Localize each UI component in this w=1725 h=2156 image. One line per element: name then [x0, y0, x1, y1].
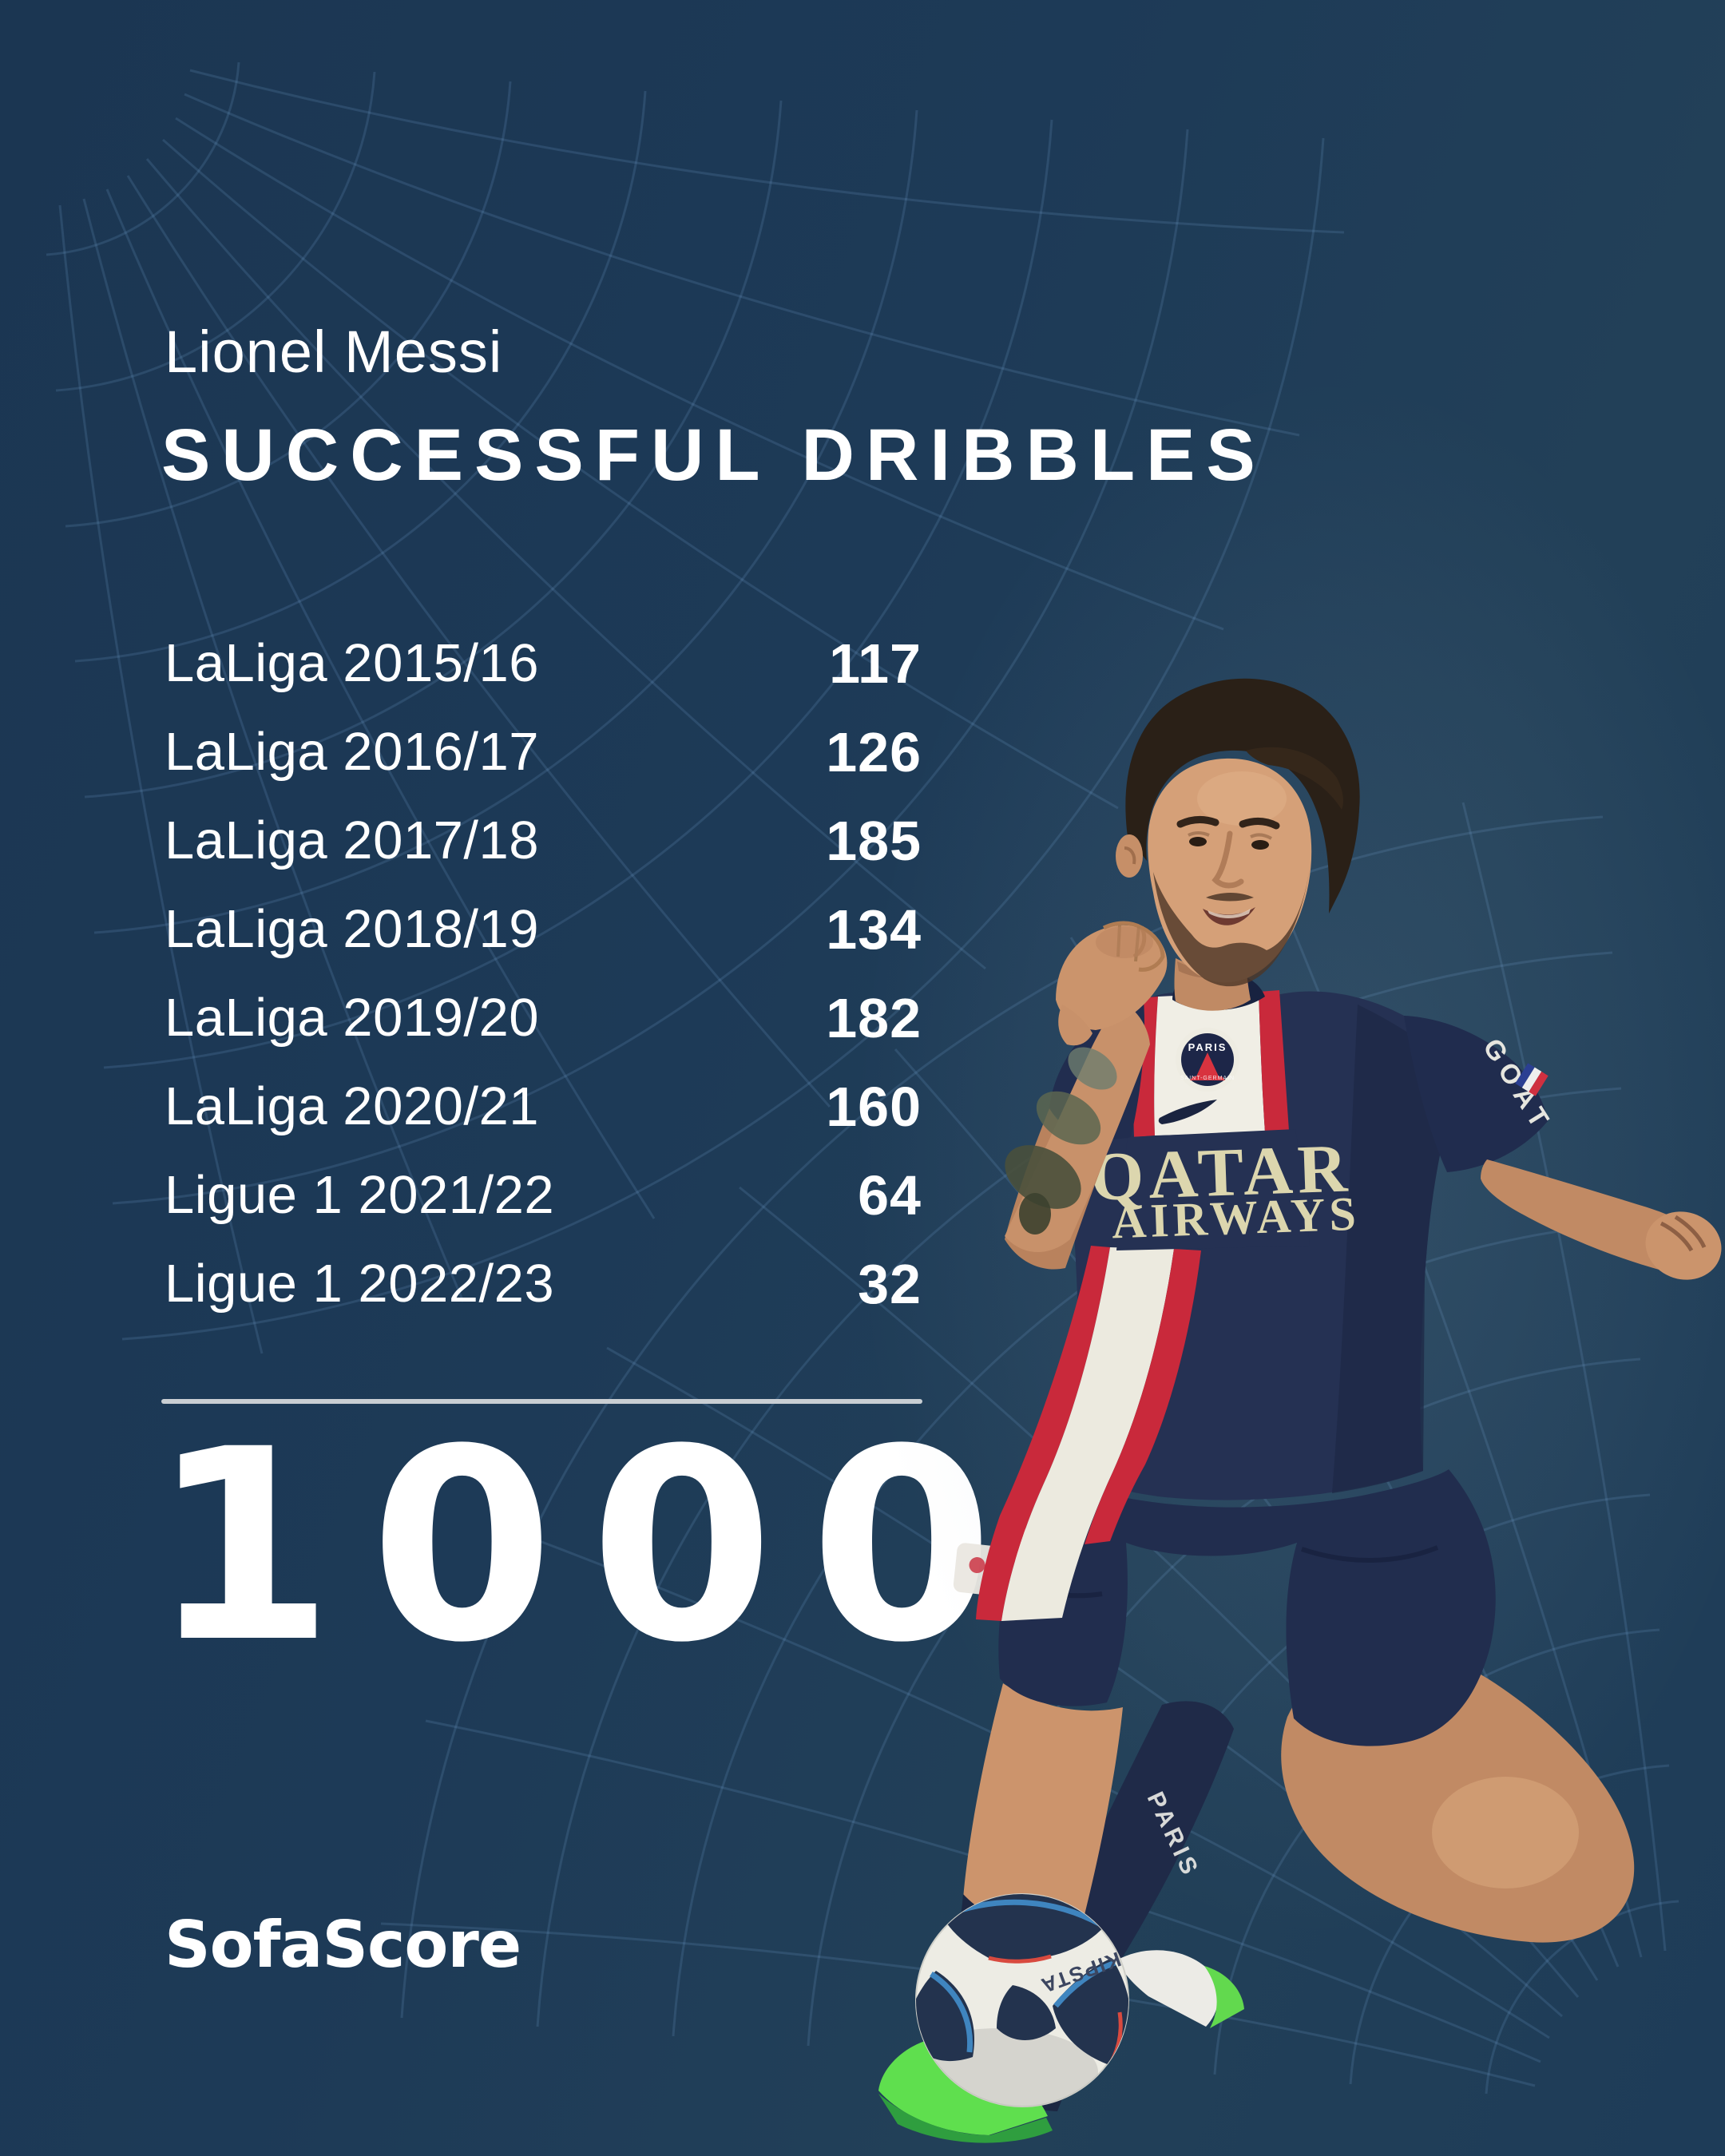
player-far-sock [1065, 1701, 1234, 1958]
stat-label: LaLiga 2020/21 [165, 1076, 539, 1136]
player-hair [1125, 678, 1360, 914]
player-head [1116, 678, 1360, 1011]
sofascore-logo: SofaScore [165, 1908, 521, 1982]
divider-line [161, 1399, 922, 1404]
player-left-arm [1005, 921, 1168, 1270]
jersey-sponsor-line1: QATAR [1089, 1129, 1354, 1215]
stat-label: LaLiga 2017/18 [165, 810, 539, 870]
player-beard [1153, 866, 1310, 987]
stat-row: LaLiga 2015/16 117 [165, 619, 922, 707]
nike-swoosh-icon [1158, 1100, 1217, 1124]
stat-label: LaLiga 2019/20 [165, 988, 539, 1048]
total-dribbles: 1000 [150, 1393, 1030, 1701]
stat-value: 126 [826, 720, 922, 783]
player-right-sleeve [1404, 1016, 1548, 1172]
stat-label: LaLiga 2016/17 [165, 722, 539, 782]
stat-row: LaLiga 2016/17 126 [165, 707, 922, 796]
stats-list: LaLiga 2015/16 117 LaLiga 2016/17 126 La… [165, 619, 922, 1328]
stat-label: Ligue 1 2022/23 [165, 1254, 555, 1314]
french-flag-icon [1515, 1063, 1549, 1096]
psg-crest-icon: PARIS SAINT-GERMAIN [1176, 1028, 1239, 1092]
stat-value: 117 [829, 632, 922, 695]
player-right-fist [1645, 1211, 1722, 1280]
player-name: Lionel Messi [165, 319, 503, 385]
stat-label: LaLiga 2018/19 [165, 899, 539, 959]
player-tattoos [1005, 1047, 1117, 1235]
stat-label: LaLiga 2015/16 [165, 633, 539, 693]
player-right-arm: GOAT [1404, 1016, 1722, 1280]
jersey-sponsor-line2: AIRWAYS [1111, 1187, 1361, 1249]
crest-bottom-text: SAINT-GERMAIN [1180, 1076, 1235, 1081]
player-ear [1116, 834, 1143, 878]
page-title: SUCCESSFUL DRIBBLES [161, 414, 1267, 496]
crest-top-text: PARIS [1188, 1041, 1227, 1053]
player-jersey: PARIS SAINT-GERMAIN QATAR AIRWAYS [976, 973, 1461, 1621]
player-far-boot [1116, 1950, 1219, 2027]
stat-label: Ligue 1 2021/22 [165, 1165, 555, 1225]
